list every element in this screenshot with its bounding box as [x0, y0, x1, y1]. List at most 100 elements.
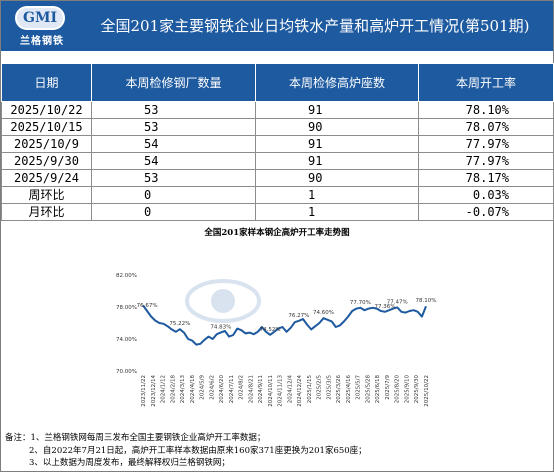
cell-rate: 78.17% — [418, 169, 554, 187]
cell-rate: 77.97% — [418, 135, 554, 153]
mom-rate: -0.07% — [418, 203, 554, 221]
x-tick-label: 2023/12/14 — [151, 375, 157, 407]
data-label: 74.52% — [260, 327, 281, 333]
notes: 备注：1、兰格钢铁网每周三发布全国主要钢铁企业高炉开工率数据； 2、自2022年… — [5, 432, 551, 470]
brand-logo: GMI 兰格钢铁 — [9, 6, 75, 47]
x-tick-label: 2025/9/30 — [414, 375, 420, 404]
data-label: 77.70% — [350, 300, 371, 306]
x-tick-label: 2025/2/5 — [317, 375, 323, 400]
trend-chart: 全国201家样本钢企高炉开工率走势图 82.00% 78.00% 74.00% 70.… — [1, 221, 553, 431]
x-tick-label: 2025/3/5 — [326, 375, 332, 400]
mom-row: 月环比 0 1 -0.07% — [1, 203, 554, 221]
mom-label: 月环比 — [1, 203, 92, 221]
cell-date: 2025/10/15 — [1, 118, 92, 136]
data-label: 74.60% — [313, 310, 334, 316]
x-tick-label: 2024/12/4 — [287, 375, 293, 404]
trend-chart-svg: 全国201家样本钢企高炉开工率走势图 82.00% 78.00% 74.00% 70.… — [116, 227, 437, 407]
column-header-rate: 本周开工率 — [418, 63, 554, 102]
cell-mills: 54 — [91, 135, 256, 153]
mom-mills: 0 — [91, 203, 256, 221]
data-label: 75.22% — [169, 321, 190, 327]
note-line: 3、以上数据为周度发布，最终解释权归兰格钢铁网； — [29, 458, 230, 468]
table-header-row: 日期 本周检修钢厂数量 本周检修高炉座数 本周开工率 — [1, 63, 554, 102]
y-axis: 82.00% 78.00% 74.00% 70.00% — [116, 273, 137, 375]
data-labels: 76.67% 75.22% 74.83% 74.52% 76.27% 74.60% 77.7… — [137, 298, 437, 333]
x-tick-label: 2024/8/2 — [239, 375, 245, 400]
column-header-date: 日期 — [1, 63, 92, 102]
x-tick-label: 2025/3/26 — [336, 375, 342, 404]
cell-furnaces: 90 — [255, 118, 419, 136]
logo-subtitle: 兰格钢铁 — [20, 36, 64, 47]
x-tick-label: 2025/9/10 — [404, 375, 410, 404]
x-tick-label: 2024/5/9 — [200, 375, 206, 400]
data-label: 76.67% — [137, 303, 158, 309]
x-tick-label: 2025/5/28 — [365, 375, 371, 404]
x-tick-label: 2025/10/22 — [424, 375, 430, 407]
cell-date: 2025/9/30 — [1, 152, 92, 170]
logo-badge: GMI — [15, 6, 65, 30]
cell-mills: 53 — [91, 169, 256, 187]
cell-rate: 77.97% — [418, 152, 554, 170]
data-label: 77.47% — [387, 299, 408, 305]
wow-rate: 0.03% — [418, 186, 554, 204]
table-row: 2025/10/9 54 91 77.97% — [1, 135, 554, 153]
series-line — [142, 304, 427, 346]
column-header-furnaces: 本周检修高炉座数 — [255, 63, 419, 102]
wow-mills: 0 — [91, 186, 256, 204]
chart-watermark — [185, 279, 261, 323]
cell-furnaces: 90 — [255, 169, 419, 187]
x-axis: 2023/11/22 2023/12/14 2024/1/12 2024/2/18 20… — [141, 375, 430, 407]
cell-mills: 53 — [91, 101, 256, 119]
x-tick-label: 2025/5/7 — [356, 375, 362, 400]
x-tick-label: 2025/4/16 — [346, 375, 352, 404]
data-table: 日期 本周检修钢厂数量 本周检修高炉座数 本周开工率 2025/10/22 53… — [1, 63, 554, 221]
x-tick-label: 2025/6/18 — [375, 375, 381, 404]
x-tick-label: 2024/4/18 — [190, 375, 196, 404]
x-tick-label: 2024/3/13 — [180, 375, 186, 404]
page-title: 全国201家主要钢铁企业日均铁水产量和高炉开工情况(第501期) — [100, 17, 530, 35]
x-tick-label: 2025/1/15 — [307, 375, 313, 404]
x-tick-label: 2024/6/20 — [219, 375, 225, 404]
cell-date: 2025/10/9 — [1, 135, 92, 153]
cell-furnaces: 91 — [255, 135, 419, 153]
cell-date: 2025/10/22 — [1, 101, 92, 119]
wow-label: 周环比 — [1, 186, 92, 204]
note-line: 备注：1、兰格钢铁网每周三发布全国主要钢铁企业高炉开工率数据； — [5, 433, 266, 443]
x-tick-label: 2024/10/11 — [268, 375, 274, 407]
x-tick-label: 2024/2/18 — [170, 375, 176, 404]
data-label: 77.36% — [374, 304, 395, 310]
data-label: 78.10% — [416, 298, 437, 304]
table-row: 2025/9/30 54 91 77.97% — [1, 152, 554, 170]
x-tick-label: 2024/7/11 — [229, 375, 235, 403]
x-tick-label: 2024/9/11 — [258, 375, 264, 403]
x-tick-label: 2024/1/12 — [161, 375, 167, 403]
mom-furnaces: 1 — [255, 203, 419, 221]
y-tick-label: 82.00% — [116, 273, 137, 279]
column-header-mills: 本周检修钢厂数量 — [91, 63, 256, 102]
table-row: 2025/9/24 53 90 78.17% — [1, 169, 554, 187]
table-row: 2025/10/15 53 90 78.07% — [1, 118, 554, 136]
cell-mills: 54 — [91, 152, 256, 170]
chart-title: 全国201家样本钢企高炉开工率走势图 — [203, 227, 349, 238]
cell-date: 2025/9/24 — [1, 169, 92, 187]
x-tick-label: 2024/12/24 — [297, 375, 303, 407]
cell-rate: 78.07% — [418, 118, 554, 136]
x-tick-label: 2024/6/2 — [209, 375, 215, 400]
note-line: 2、自2022年7月21日起，高炉开工率样本数据由原来160家371座更换为20… — [29, 445, 367, 456]
y-tick-label: 74.00% — [116, 337, 137, 343]
table-row: 2025/10/22 53 91 78.10% — [1, 101, 554, 119]
x-tick-label: 2025/8/20 — [395, 375, 401, 404]
data-label: 74.83% — [210, 324, 231, 330]
wow-furnaces: 1 — [255, 186, 419, 204]
y-tick-label: 70.00% — [116, 369, 137, 375]
header-bar: GMI 兰格钢铁 全国201家主要钢铁企业日均铁水产量和高炉开工情况(第501期… — [1, 1, 553, 51]
cell-furnaces: 91 — [255, 152, 419, 170]
cell-furnaces: 91 — [255, 101, 419, 119]
wow-row: 周环比 0 1 0.03% — [1, 186, 554, 204]
cell-mills: 53 — [91, 118, 256, 136]
y-tick-label: 78.00% — [116, 305, 137, 311]
x-tick-label: 2025/7/9 — [385, 375, 391, 400]
x-tick-label: 2024/8/21 — [248, 375, 254, 403]
cell-rate: 78.10% — [418, 101, 554, 119]
